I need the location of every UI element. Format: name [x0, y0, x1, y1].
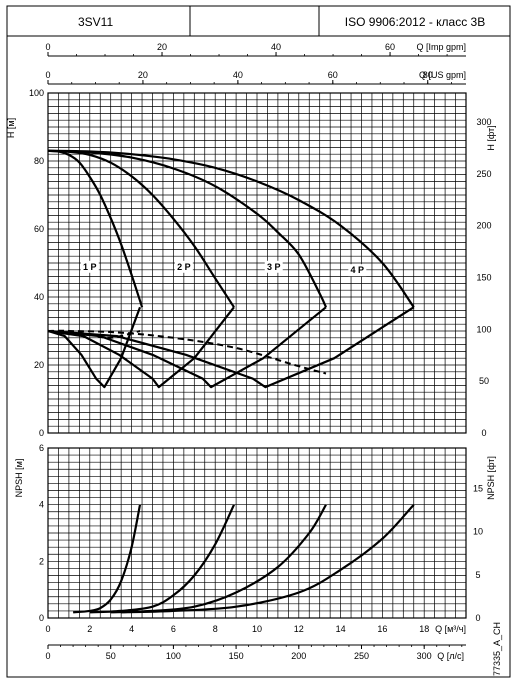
head-ytick-label: 40: [34, 292, 44, 302]
npsh-ytick-right-label: 15: [473, 483, 483, 493]
head-curve-1: [47, 149, 144, 308]
npsh-curve-3: [110, 504, 327, 614]
xtick-label: 6: [171, 624, 176, 634]
npsh-ytick-label: 0: [39, 613, 44, 623]
top-axis-tick-label: 60: [385, 42, 395, 52]
xtick-label: 18: [419, 624, 429, 634]
npsh-ytick-label: 2: [39, 556, 44, 566]
npsh-ytick-right-label: 10: [473, 527, 483, 537]
head-ytick-right-label: 300: [476, 117, 491, 127]
curve-label-1: 1 P: [83, 262, 97, 272]
outer-frame: [6, 35, 511, 678]
head-curve-3: [47, 149, 327, 308]
bottom-axis-tick-label: 150: [229, 651, 244, 661]
bottom-axis-tick-label: 250: [354, 651, 369, 661]
npsh-curve-2: [89, 504, 235, 614]
power-curve-4: [47, 306, 415, 389]
top-axis-tick-label: 0: [45, 42, 50, 52]
bottom-axis-tick-label: 0: [45, 651, 50, 661]
efficiency-curve-2: [47, 330, 327, 375]
series-layer: [47, 149, 415, 614]
npsh-ytick-label: 6: [39, 443, 44, 453]
power-curve-1: [47, 306, 142, 389]
bottom-axis-tick-label: 200: [291, 651, 306, 661]
head-ytick-right-label: 50: [479, 376, 489, 386]
npsh-frame: [47, 447, 467, 619]
curve-label-4: 4 P: [351, 265, 365, 275]
top-axis-tick-label: 20: [138, 70, 148, 80]
head-ylabel-right: H [фт]: [486, 125, 496, 150]
curve-label-bg: [264, 260, 283, 273]
xtick-label: 14: [336, 624, 346, 634]
bottom-axis-tick-label: 300: [417, 651, 432, 661]
head-ytick-label: 20: [34, 360, 44, 370]
top-axis-tick-label: 40: [271, 42, 281, 52]
head-ytick-label: 100: [29, 88, 44, 98]
head-ytick-right-label: 250: [476, 169, 491, 179]
head-ylabel: H [м]: [6, 118, 16, 138]
head-ytick-right-label: 100: [476, 324, 491, 334]
bottom-axis-tick-label: 100: [166, 651, 181, 661]
head-curve-4: [47, 149, 415, 308]
curve-label-bg: [348, 264, 367, 277]
top-axis-tick-label: 60: [328, 70, 338, 80]
standard-label: ISO 9906:2012 - класс 3B: [345, 15, 485, 29]
head-ytick-label: 60: [34, 224, 44, 234]
xtick-label: 4: [129, 624, 134, 634]
xtick-label: 10: [252, 624, 262, 634]
xaxis-label: Q [м³/ч]: [435, 624, 466, 634]
npsh-ytick-right-label: 0: [475, 613, 480, 623]
top-axis-label: Q [Imp gpm]: [416, 42, 466, 52]
curve-label-2: 2 P: [177, 262, 191, 272]
top-axis-tick-label: 40: [233, 70, 243, 80]
top-axis-tick-label: 0: [45, 70, 50, 80]
top-axis-label: Q [US gpm]: [419, 70, 466, 80]
head-ytick-right-label: 200: [476, 221, 491, 231]
curve-label-bg: [80, 260, 99, 273]
xtick-label: 8: [213, 624, 218, 634]
model-name: 3SV11: [78, 15, 113, 29]
grid-layer: [47, 52, 467, 649]
head-ytick-right-label: 0: [481, 428, 486, 438]
head-frame: [47, 92, 467, 434]
head-ytick-right-label: 150: [476, 273, 491, 283]
curve-label-3: 3 P: [267, 262, 281, 272]
header: 3SV11 ISO 9906:2012 - класс 3B: [6, 5, 511, 37]
npsh-ylabel-right: NPSH [фт]: [486, 456, 496, 500]
xtick-label: 12: [294, 624, 304, 634]
npsh-curve-4: [121, 503, 415, 614]
head-ytick-label: 80: [34, 156, 44, 166]
head-ytick-label: 0: [39, 428, 44, 438]
xtick-label: 0: [45, 624, 50, 634]
xtick-label: 16: [377, 624, 387, 634]
top-axis-tick-label: 20: [157, 42, 167, 52]
npsh-ytick-right-label: 5: [475, 570, 480, 580]
npsh-ylabel: NPSH [м]: [14, 459, 24, 498]
npsh-ytick-label: 4: [39, 500, 44, 510]
bottom-axis-label: Q [л/с]: [437, 651, 464, 661]
bottom-axis-tick-label: 50: [106, 651, 116, 661]
drawing-code: 77335_A_CH: [492, 622, 502, 676]
curve-label-bg: [174, 260, 193, 273]
top-axis-tick-label: 80: [423, 70, 433, 80]
npsh-curve-1: [73, 504, 142, 614]
xtick-label: 2: [87, 624, 92, 634]
